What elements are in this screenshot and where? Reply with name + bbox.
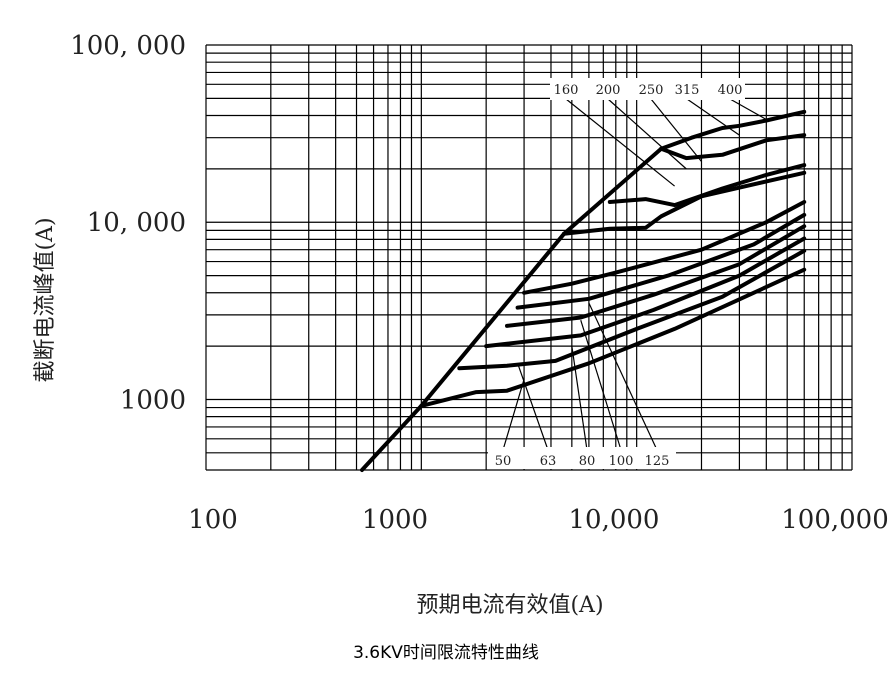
series-label-315: 315 bbox=[675, 83, 700, 98]
y-tick-labels: 1000 10, 000 100, 000 bbox=[70, 31, 186, 415]
leader-line-100 bbox=[580, 320, 622, 451]
y-axis-label: 截断电流峰值(A) bbox=[33, 217, 58, 382]
series-line-125 bbox=[515, 212, 807, 310]
leader-line-80 bbox=[571, 346, 588, 451]
envelope-line bbox=[360, 146, 664, 472]
leader-line-63 bbox=[517, 363, 549, 451]
y-tick-label: 1000 bbox=[120, 385, 186, 415]
series-line-80 bbox=[484, 236, 807, 349]
y-tick-label: 10, 000 bbox=[87, 208, 186, 238]
x-tick-label: 100 bbox=[188, 505, 238, 535]
x-tick-label: 10,000 bbox=[569, 505, 660, 535]
series-leader-lines bbox=[502, 98, 767, 451]
series-line-315 bbox=[659, 133, 807, 161]
leader-line-250 bbox=[650, 98, 702, 162]
series-line-160 bbox=[522, 200, 807, 295]
series-line-50 bbox=[419, 267, 807, 408]
leader-line-400 bbox=[729, 98, 767, 120]
leader-line-200 bbox=[607, 98, 687, 170]
top-label-strip bbox=[550, 78, 745, 100]
leader-line-160 bbox=[565, 98, 675, 187]
series-label-160: 160 bbox=[554, 83, 579, 98]
leader-line-50 bbox=[502, 379, 525, 451]
series-label-100: 100 bbox=[609, 454, 634, 469]
series-line-250 bbox=[607, 163, 807, 208]
x-tick-label: 1000 bbox=[362, 505, 428, 535]
series-label-50: 50 bbox=[495, 454, 512, 469]
series-line-400 bbox=[659, 109, 807, 151]
figure-caption: 3.6KV时间限流特性曲线 bbox=[353, 643, 539, 663]
x-tick-label: 100,000 bbox=[781, 505, 889, 535]
series-label-400: 400 bbox=[718, 83, 743, 98]
series-label-250: 250 bbox=[639, 83, 664, 98]
series-label-80: 80 bbox=[579, 454, 596, 469]
series-line-200 bbox=[562, 170, 807, 236]
series-label-63: 63 bbox=[540, 454, 557, 469]
bottom-label-strip bbox=[488, 447, 676, 469]
grid-lines bbox=[205, 44, 853, 471]
y-tick-label: 100, 000 bbox=[70, 31, 186, 61]
series-labels: 50 63 80 100 125 160 200 250 315 400 bbox=[488, 78, 745, 469]
leader-line-315 bbox=[686, 98, 740, 136]
series-lines bbox=[360, 109, 807, 472]
series-line-100 bbox=[505, 224, 807, 328]
series-line-63 bbox=[457, 248, 807, 371]
series-label-125: 125 bbox=[645, 454, 670, 469]
x-axis-label: 预期电流有效值(A) bbox=[416, 593, 603, 618]
x-tick-labels: 100 1000 10,000 100,000 bbox=[188, 505, 889, 535]
series-label-200: 200 bbox=[596, 83, 621, 98]
